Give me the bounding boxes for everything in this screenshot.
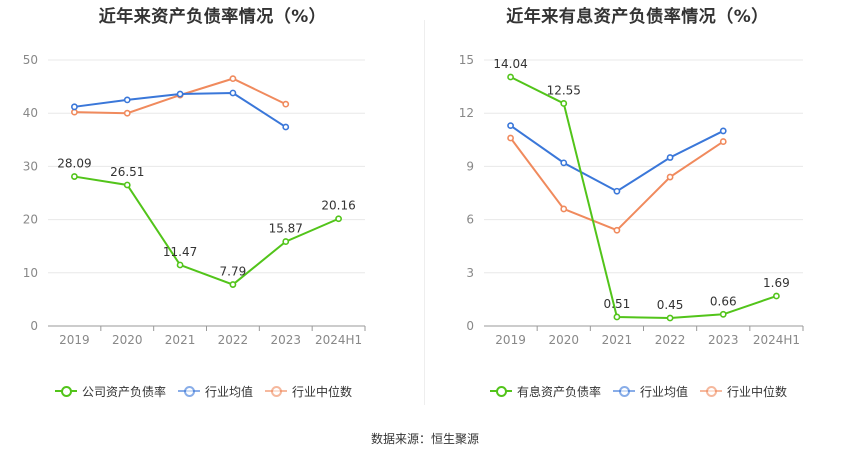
data-point[interactable] <box>282 123 290 131</box>
legend-label: 行业中位数 <box>292 384 353 399</box>
data-point[interactable] <box>560 159 568 167</box>
data-label: 1.69 <box>763 276 790 290</box>
right-chart-legend: 有息资产负债率 行业均值 行业中位数 <box>490 382 799 400</box>
x-tick-label: 2020 <box>548 333 579 347</box>
data-point[interactable] <box>123 96 131 104</box>
legend-swatch-icon <box>55 385 77 397</box>
legend-swatch-icon <box>700 385 723 397</box>
data-point[interactable] <box>613 313 621 321</box>
right-line-chart: 0 3 6 9 12 15 2019 2020 2021 2022 2023 2024H1 14.04 1… <box>459 53 804 347</box>
y-tick-label: 3 <box>466 266 474 280</box>
series-line <box>74 175 339 286</box>
legend-label: 行业中位数 <box>727 384 788 399</box>
y-tick-label: 15 <box>459 53 474 67</box>
data-label: 0.66 <box>710 294 737 308</box>
legend-item[interactable]: 行业均值 <box>178 383 253 400</box>
legend-label: 公司资产负债率 <box>82 384 167 399</box>
data-point[interactable] <box>507 122 514 130</box>
x-tick-label: 2024H1 <box>315 333 362 347</box>
y-tick-label: 20 <box>23 213 38 227</box>
x-tick-label: 2022 <box>218 333 249 347</box>
data-label: 28.09 <box>57 157 91 171</box>
data-label: 14.04 <box>493 57 527 71</box>
data-label: 26.51 <box>110 165 144 179</box>
legend-swatch-icon <box>178 385 201 397</box>
data-label: 0.45 <box>657 298 684 312</box>
y-tick-label: 30 <box>23 159 38 173</box>
data-point[interactable] <box>613 187 621 195</box>
legend-swatch-icon <box>490 385 512 397</box>
data-label: 20.16 <box>321 199 355 213</box>
data-point[interactable] <box>613 226 621 234</box>
legend-item[interactable]: 有息资产负债率 <box>490 383 601 400</box>
data-point[interactable] <box>666 173 674 181</box>
data-point[interactable] <box>71 103 78 111</box>
y-tick-label: 40 <box>23 106 38 120</box>
data-point[interactable] <box>719 138 727 145</box>
x-tick-label: 2023 <box>270 333 301 347</box>
y-tick-label: 10 <box>23 266 38 280</box>
x-tick-label: 2023 <box>708 333 739 347</box>
chart-divider <box>424 20 425 405</box>
left-chart-legend: 公司资产负债率 行业均值 行业中位数 <box>55 382 364 400</box>
y-tick-label: 0 <box>30 319 38 333</box>
series-line <box>510 76 777 320</box>
data-point[interactable] <box>507 73 514 81</box>
legend-label: 行业均值 <box>205 384 254 399</box>
series-line <box>509 137 724 232</box>
left-line-chart: 0 10 20 30 40 50 2019 2020 2021 2022 2023 2024H1 28.… <box>23 53 366 347</box>
data-point[interactable] <box>176 90 184 98</box>
right-chart-title: 近年来有息资产负债率情况（%） <box>506 7 769 27</box>
data-point[interactable] <box>229 281 237 288</box>
data-label: 7.79 <box>220 265 247 279</box>
data-point[interactable] <box>507 134 514 142</box>
legend-label: 有息资产负债率 <box>517 384 602 399</box>
data-point[interactable] <box>71 108 78 116</box>
data-point[interactable] <box>773 292 780 300</box>
x-tick-label: 2021 <box>602 333 633 347</box>
legend-item[interactable]: 行业均值 <box>613 383 688 400</box>
legend-item[interactable]: 公司资产负债率 <box>55 383 166 400</box>
data-label: 0.51 <box>604 297 631 311</box>
x-tick-label: 2022 <box>655 333 686 347</box>
data-point[interactable] <box>719 127 727 135</box>
legend-item[interactable]: 行业中位数 <box>700 383 787 400</box>
data-point[interactable] <box>229 75 237 83</box>
data-point[interactable] <box>123 109 131 117</box>
y-tick-label: 6 <box>466 213 474 227</box>
y-tick-label: 50 <box>23 53 38 67</box>
left-chart-title: 近年来资产负债率情况（%） <box>98 7 327 27</box>
data-point[interactable] <box>335 215 342 223</box>
legend-swatch-icon <box>265 385 288 397</box>
data-point[interactable] <box>71 173 78 180</box>
legend-swatch-icon <box>613 385 636 397</box>
data-point[interactable] <box>666 314 674 322</box>
data-source-note: 数据来源：恒生聚源 <box>370 432 479 446</box>
legend-label: 行业均值 <box>640 384 689 399</box>
y-tick-label: 9 <box>466 159 474 173</box>
data-point[interactable] <box>666 154 674 161</box>
data-point[interactable] <box>560 100 568 107</box>
data-point[interactable] <box>282 238 290 245</box>
data-label: 15.87 <box>269 222 303 236</box>
data-point[interactable] <box>719 310 727 318</box>
x-tick-label: 2024H1 <box>753 333 800 347</box>
legend-item[interactable]: 行业中位数 <box>265 383 352 400</box>
data-point[interactable] <box>176 261 184 269</box>
x-tick-label: 2019 <box>495 333 526 347</box>
y-tick-label: 12 <box>459 106 474 120</box>
data-label: 12.55 <box>547 83 581 97</box>
data-point[interactable] <box>229 89 237 97</box>
y-tick-label: 0 <box>466 319 474 333</box>
data-label: 11.47 <box>163 245 197 259</box>
x-tick-label: 2020 <box>112 333 143 347</box>
x-tick-label: 2019 <box>59 333 90 347</box>
data-point[interactable] <box>123 181 131 189</box>
data-point[interactable] <box>282 100 290 108</box>
data-point[interactable] <box>560 205 568 213</box>
x-tick-label: 2021 <box>165 333 196 347</box>
